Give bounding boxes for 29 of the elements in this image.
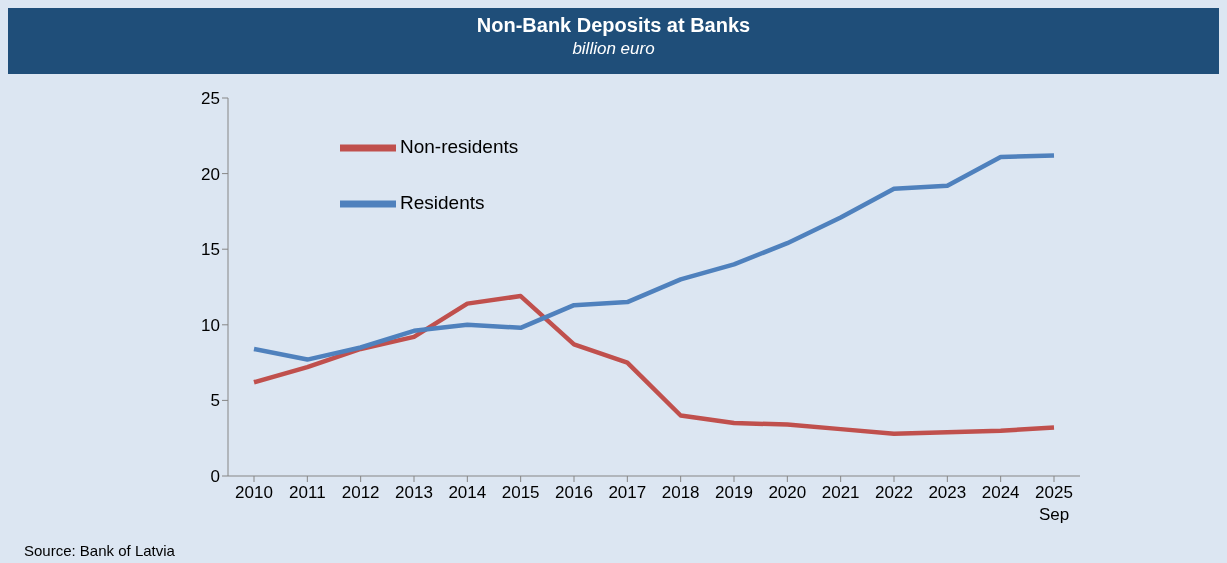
x-tick-label: 2011	[289, 483, 326, 502]
y-tick-label: 20	[201, 164, 220, 184]
x-tick-label: 2015	[501, 483, 540, 502]
y-tick-label: 10	[201, 315, 220, 335]
legend-label: Non-residents	[400, 136, 519, 158]
x-tick-label: 2016	[555, 483, 593, 502]
line-series	[251, 153, 1057, 362]
x-tick-label: 2012	[341, 483, 380, 502]
y-tick-label: 25	[201, 89, 220, 109]
x-tick-label: 2020	[768, 483, 807, 502]
y-tick-label: 15	[201, 240, 220, 260]
x-tick-label: 2018	[661, 483, 700, 502]
x-tick-label: 2019	[715, 483, 753, 502]
line-series	[251, 293, 1057, 436]
x-tick-label: 2025 Sep	[1035, 483, 1073, 524]
x-tick-label: 2017	[608, 483, 647, 502]
x-tick-label: 2024	[981, 483, 1020, 502]
chart-subtitle: billion euro	[571, 39, 656, 59]
x-tick-label: 2014	[448, 483, 487, 502]
y-tick-label: 5	[210, 391, 220, 411]
chart-title: Non-Bank Deposits at Banks	[475, 14, 752, 37]
x-tick-label: 2022	[875, 483, 913, 502]
source-note: Source: Bank of Latvia	[24, 542, 175, 559]
y-tick-label: 0	[210, 467, 220, 487]
x-tick-label: 2021	[821, 483, 860, 502]
legend-label: Residents	[400, 192, 485, 214]
x-tick-label: 2013	[395, 483, 433, 502]
x-tick-label: 2023	[928, 483, 967, 502]
x-tick-label: 2010	[235, 483, 273, 502]
